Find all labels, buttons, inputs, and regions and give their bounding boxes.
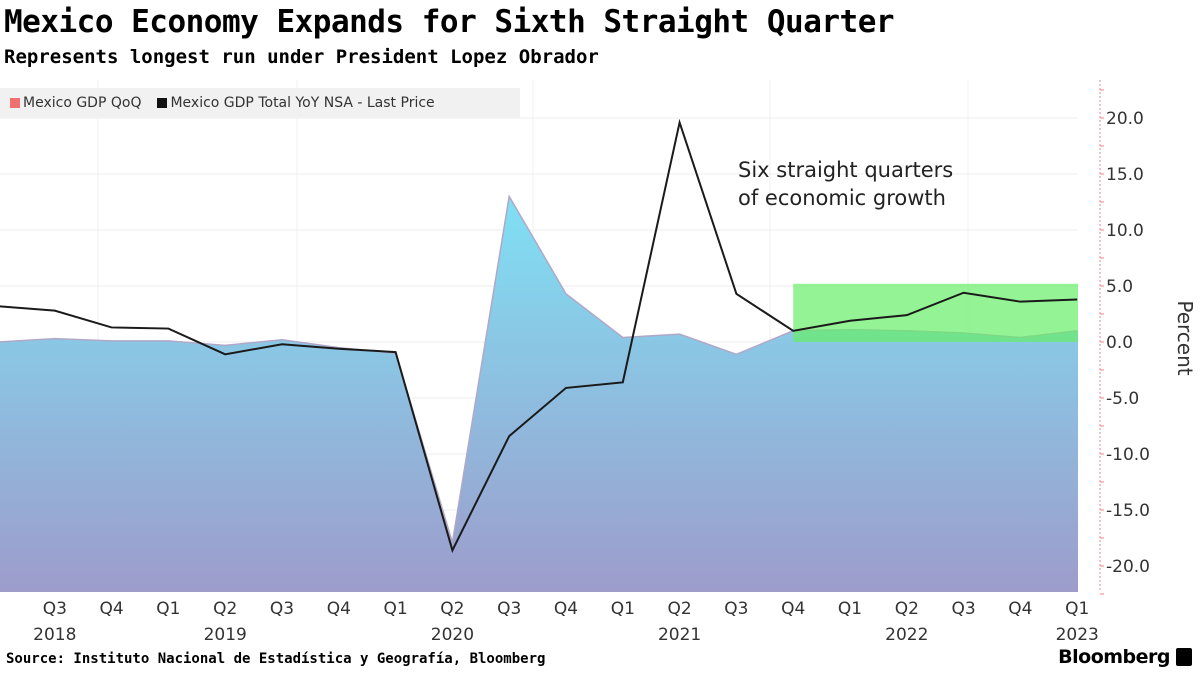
- y-tick-label: 5.0: [1106, 277, 1133, 297]
- x-tick-label: Q1: [611, 599, 635, 619]
- legend-label-qoq: Mexico GDP QoQ: [23, 95, 142, 111]
- yoy-line: [0, 118, 1078, 554]
- y-tick-label: 15.0: [1106, 165, 1144, 185]
- legend-swatch-yoy: [157, 98, 168, 108]
- x-tick-label: Q3: [951, 599, 975, 619]
- y-tick-label: -20.0: [1106, 557, 1150, 577]
- x-year-label: 2021: [658, 625, 701, 645]
- y-tick-label: 0.0: [1106, 333, 1133, 353]
- highlight-box: [793, 283, 1078, 342]
- x-tick-label: Q4: [327, 599, 351, 619]
- x-tick-label: Q4: [1008, 599, 1032, 619]
- y-tick-label: -5.0: [1106, 389, 1139, 409]
- annotation-line2: of economic growth: [738, 186, 946, 210]
- legend: Mexico GDP QoQ Mexico GDP Total YoY NSA …: [0, 88, 520, 118]
- x-year-label: 2022: [885, 625, 928, 645]
- chart-title: Mexico Economy Expands for Sixth Straigh…: [4, 4, 895, 40]
- x-tick-label: Q1: [1065, 599, 1089, 619]
- y-axis-label: Percent: [1173, 300, 1197, 375]
- qoq-area: [0, 196, 1078, 592]
- x-tick-label: Q4: [99, 599, 123, 619]
- legend-label-yoy: Mexico GDP Total YoY NSA - Last Price: [170, 95, 435, 111]
- legend-swatch-qoq: [10, 98, 20, 108]
- x-year-label: 2020: [431, 625, 474, 645]
- x-year-label: 2018: [33, 625, 76, 645]
- x-tick-label: Q4: [781, 599, 805, 619]
- x-year-label: 2023: [1056, 625, 1099, 645]
- logo-text: Bloomberg: [1058, 646, 1170, 668]
- x-tick-label: Q2: [213, 599, 237, 619]
- bloomberg-mark-icon: [1176, 648, 1192, 666]
- y-tick-label: 20.0: [1106, 109, 1144, 129]
- x-tick-label: Q1: [838, 599, 862, 619]
- y-tick-label: -15.0: [1106, 501, 1150, 521]
- x-tick-label: Q3: [497, 599, 521, 619]
- x-tick-label: Q2: [440, 599, 464, 619]
- x-tick-label: Q3: [270, 599, 294, 619]
- x-tick-label: Q4: [554, 599, 578, 619]
- x-tick-label: Q2: [895, 599, 919, 619]
- source-note: Source: Instituto Nacional de Estadístic…: [6, 651, 546, 667]
- chart-subtitle: Represents longest run under President L…: [4, 46, 599, 68]
- x-year-label: 2019: [204, 625, 247, 645]
- bloomberg-logo: Bloomberg: [1058, 646, 1192, 668]
- x-tick-label: Q3: [724, 599, 748, 619]
- x-tick-label: Q2: [667, 599, 691, 619]
- x-tick-label: Q1: [383, 599, 407, 619]
- x-tick-label: Q3: [43, 599, 67, 619]
- y-tick-label: -10.0: [1106, 445, 1150, 465]
- x-tick-label: Q1: [156, 599, 180, 619]
- annotation-line1: Six straight quarters: [738, 158, 953, 182]
- y-tick-label: 10.0: [1106, 221, 1144, 241]
